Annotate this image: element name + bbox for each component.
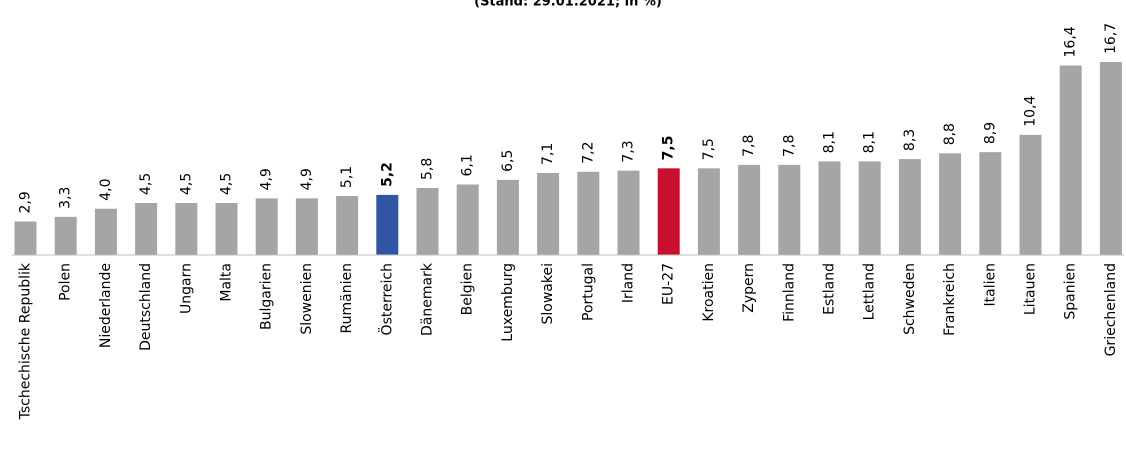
x-tick-label: Bulgarien — [259, 263, 275, 330]
bar — [175, 202, 198, 255]
x-tick-label: Irland — [621, 263, 637, 303]
bar — [336, 196, 359, 255]
bar — [778, 164, 801, 255]
value-label: 2,9 — [18, 191, 34, 213]
x-tick-label: Estland — [822, 263, 838, 315]
x-tick-label: Finnland — [781, 263, 797, 322]
bar — [738, 164, 761, 255]
value-label: 8,1 — [862, 131, 878, 153]
value-label: 4,5 — [178, 173, 194, 195]
x-tick-label: Slowenien — [299, 263, 315, 335]
value-label: 4,5 — [219, 173, 235, 195]
value-label: 4,0 — [98, 179, 114, 201]
bar — [577, 171, 600, 255]
bar — [94, 208, 117, 255]
x-tick-label: Belgien — [460, 263, 476, 315]
x-tick-label: Niederlande — [98, 263, 114, 348]
x-tick-label: Rumänien — [339, 263, 355, 333]
x-tick-label: EU-27 — [661, 263, 677, 305]
value-label: 4,9 — [299, 168, 315, 190]
x-tick-label: Schweden — [902, 263, 918, 335]
x-tick-label: Dänemark — [420, 262, 436, 336]
bar — [858, 161, 881, 255]
value-label: 7,5 — [701, 138, 717, 160]
bar — [135, 202, 158, 255]
value-label: 5,2 — [379, 162, 395, 187]
bar — [1099, 62, 1122, 255]
bar — [617, 170, 640, 255]
x-tick-label: Frankreich — [942, 263, 958, 336]
bar — [54, 216, 77, 255]
value-label: 10,4 — [1023, 96, 1039, 127]
value-label: 6,1 — [460, 154, 476, 176]
bar — [537, 172, 560, 255]
value-label: 5,8 — [420, 158, 436, 180]
x-tick-label: Tschechische Republik — [18, 262, 34, 420]
x-tick-label: Litauen — [1023, 263, 1039, 315]
bar — [376, 194, 399, 255]
value-label: 7,8 — [741, 135, 757, 157]
x-tick-label: Italien — [982, 263, 998, 306]
value-label: 4,9 — [259, 168, 275, 190]
value-label: 7,5 — [661, 136, 677, 161]
bar — [818, 161, 841, 255]
x-tick-label: Kroatien — [701, 263, 717, 322]
x-tick-label: Deutschland — [138, 263, 154, 351]
bar — [657, 168, 680, 255]
value-label: 8,3 — [902, 129, 918, 151]
bar — [697, 168, 720, 255]
bar — [939, 153, 962, 255]
bar — [496, 179, 519, 255]
x-tick-label: Zypern — [741, 263, 757, 313]
bar — [1059, 65, 1082, 255]
chart-subtitle: (Stand: 29.01.2021; in %) — [474, 0, 662, 10]
value-label: 7,3 — [621, 140, 637, 162]
value-label: 8,9 — [982, 122, 998, 144]
value-label: 7,1 — [540, 143, 556, 165]
value-label: 3,3 — [58, 187, 74, 209]
value-label: 16,7 — [1103, 23, 1119, 54]
x-tick-label: Slowakei — [540, 263, 556, 324]
value-label: 5,1 — [339, 166, 355, 188]
bar — [215, 202, 238, 255]
value-label: 8,8 — [942, 123, 958, 145]
bar — [1019, 134, 1042, 255]
bar — [979, 152, 1002, 255]
bar — [456, 184, 479, 255]
x-tick-label: Österreich — [377, 263, 395, 335]
x-tick-label: Polen — [58, 263, 74, 301]
value-label: 4,5 — [138, 173, 154, 195]
x-tick-label: Spanien — [1063, 263, 1079, 320]
bar — [255, 198, 278, 255]
value-label: 6,5 — [500, 150, 516, 172]
x-tick-label: Luxemburg — [500, 263, 516, 342]
x-tick-label: Griechenland — [1103, 263, 1119, 356]
value-label: 7,8 — [781, 135, 797, 157]
bar — [295, 198, 318, 255]
value-label: 16,4 — [1063, 26, 1079, 57]
bar — [14, 221, 37, 255]
value-label: 7,2 — [580, 142, 596, 164]
x-tick-label: Portugal — [580, 263, 596, 321]
bar — [416, 187, 439, 255]
x-tick-label: Ungarn — [178, 263, 194, 314]
x-tick-label: Lettland — [862, 263, 878, 320]
value-label: 8,1 — [822, 131, 838, 153]
bar — [898, 159, 921, 255]
x-tick-label: Malta — [219, 263, 235, 302]
